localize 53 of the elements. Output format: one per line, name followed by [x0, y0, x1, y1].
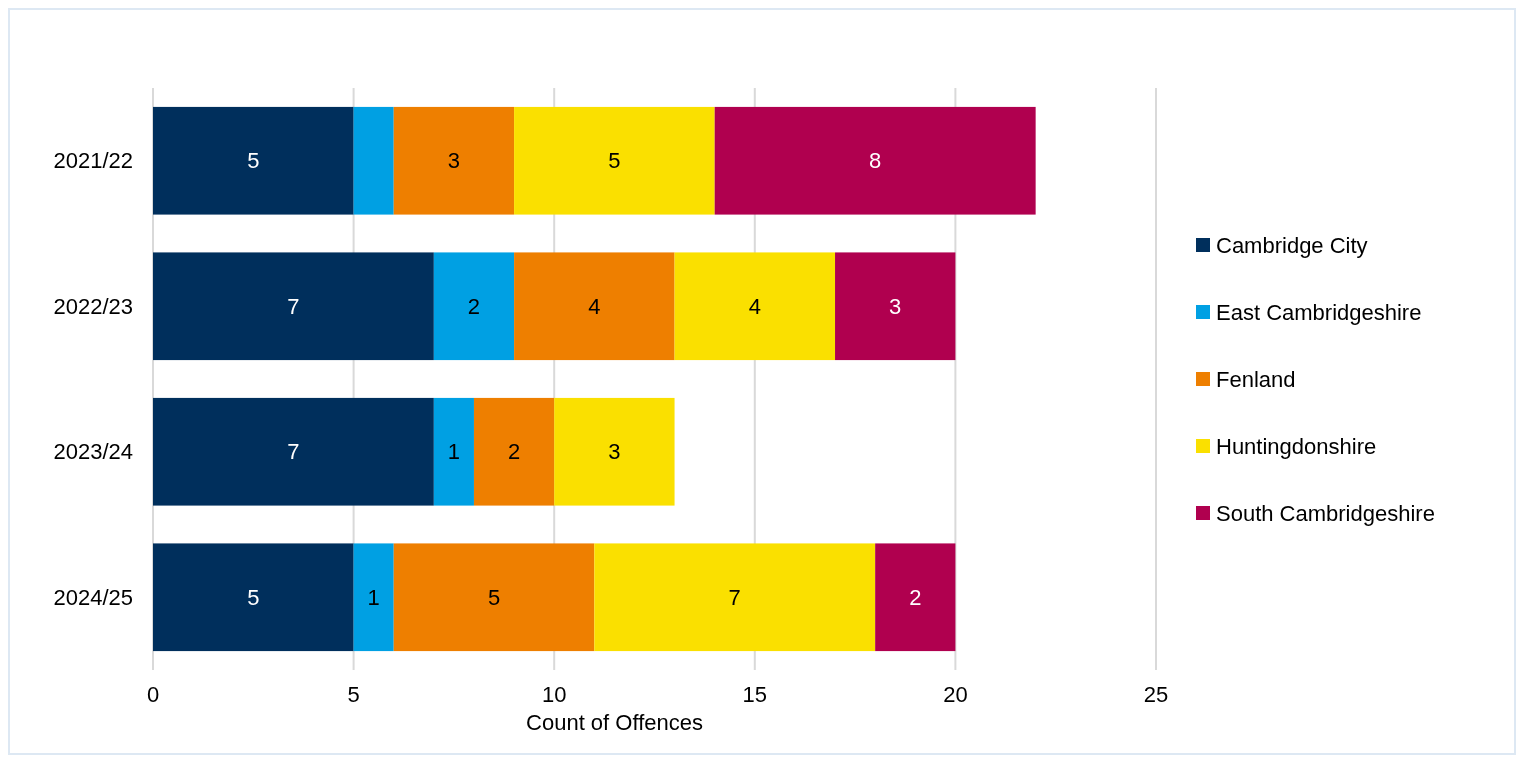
bar	[714, 106, 1036, 215]
y-tick-label: 2023/24	[53, 439, 133, 465]
data-label: 5	[608, 148, 621, 174]
data-label: 3	[889, 293, 902, 319]
bar	[153, 397, 434, 506]
bar	[393, 106, 515, 215]
bar	[433, 397, 474, 506]
bar	[153, 252, 434, 361]
bar	[153, 106, 354, 215]
legend-label: Huntingdonshire	[1216, 433, 1377, 459]
data-label: 8	[869, 148, 882, 174]
bar	[554, 397, 675, 506]
data-label: 3	[447, 148, 461, 174]
legend-label: East Cambridgeshire	[1216, 299, 1422, 325]
x-axis-title: Count of Offences	[526, 710, 703, 735]
bar	[353, 543, 394, 652]
legend-label: Cambridge City	[1216, 232, 1368, 258]
x-tick-label: 10	[541, 682, 567, 707]
data-label: 4	[748, 293, 761, 319]
data-label: 7	[287, 293, 300, 319]
legend-label: Fenland	[1216, 366, 1296, 392]
y-tick-label: 2021/22	[53, 148, 133, 174]
y-tick-label: 2024/25	[53, 584, 133, 610]
data-label: 3	[608, 439, 621, 465]
data-label: 1	[447, 439, 461, 465]
bar	[153, 543, 354, 652]
data-label: 5	[247, 584, 260, 610]
bar	[875, 543, 956, 652]
legend-label: South Cambridgeshire	[1216, 500, 1435, 526]
x-tick-label: 25	[1143, 682, 1169, 707]
data-label: 2	[909, 584, 922, 610]
bar	[353, 106, 394, 215]
x-tick-label: 15	[742, 682, 768, 707]
data-label: 7	[728, 584, 741, 610]
data-label: 4	[588, 293, 601, 319]
x-tick-label: 5	[347, 682, 360, 707]
bar	[514, 252, 675, 361]
bar	[433, 252, 515, 361]
x-tick-label: 0	[146, 682, 160, 707]
data-label: 2	[507, 439, 521, 465]
bar	[835, 252, 956, 361]
data-label: 1	[367, 584, 380, 610]
data-label: 7	[287, 439, 300, 465]
bar	[393, 543, 595, 652]
bar	[514, 106, 715, 215]
x-tick-label: 20	[943, 682, 968, 707]
data-label: 5	[487, 584, 501, 610]
y-tick-label: 2022/23	[53, 293, 133, 319]
bar	[594, 543, 876, 652]
bar	[473, 397, 555, 506]
bar	[674, 252, 836, 361]
data-label: 5	[247, 148, 260, 174]
data-label: 2	[467, 293, 481, 319]
